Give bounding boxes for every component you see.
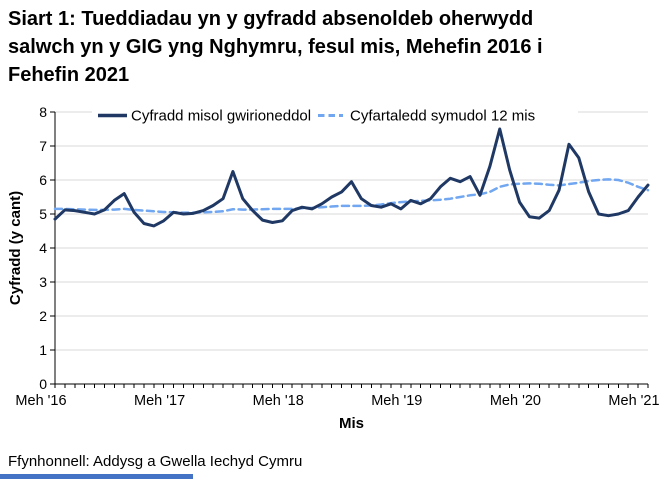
y-tick-label: 5 (39, 206, 47, 222)
chart-title: Siart 1: Tueddiadau yn y gyfradd absenol… (8, 5, 543, 89)
x-tick-label: Meh '19 (371, 393, 422, 409)
legend-label-actual: Cyfradd misol gwirioneddol (131, 108, 311, 125)
x-axis-title: Mis (339, 415, 364, 432)
y-tick-label: 0 (39, 376, 47, 392)
x-tick-label: Meh '18 (253, 393, 304, 409)
y-tick-label: 8 (39, 104, 47, 120)
y-tick-label: 6 (39, 172, 47, 188)
y-axis-title: Cyfradd (y cant) (7, 191, 24, 305)
x-tick-label: Meh '17 (134, 393, 185, 409)
y-tick-label: 2 (39, 308, 47, 324)
x-tick-label: Meh '16 (15, 393, 66, 409)
x-tick-label: Meh '21 (608, 393, 659, 409)
x-tick-label: Meh '20 (490, 393, 541, 409)
series-line-actual (53, 127, 650, 228)
chart-title-line-3: Fehefin 2021 (8, 64, 130, 86)
y-tick-label: 7 (39, 138, 47, 154)
y-tick-label: 3 (39, 274, 47, 290)
legend-label-moving-average: Cyfartaledd symudol 12 mis (350, 108, 535, 125)
chart-title-line-1: Siart 1: Tueddiadau yn y gyfradd absenol… (8, 8, 534, 30)
chart-title-line-2: salwch yn y GIG yng Nghymru, fesul mis, … (8, 36, 543, 58)
source-note: Ffynhonnell: Addysg a Gwella Iechyd Cymr… (8, 453, 303, 470)
y-tick-label: 1 (39, 342, 47, 358)
series-line-moving-average (53, 178, 650, 214)
clipped-bottom-bar (0, 474, 193, 479)
y-tick-label: 4 (39, 240, 47, 256)
